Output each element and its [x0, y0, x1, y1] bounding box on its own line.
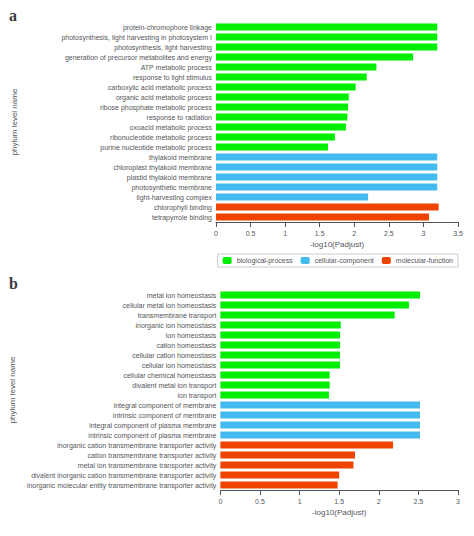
svg-text:plastid thylakoid membrane: plastid thylakoid membrane: [127, 174, 212, 182]
svg-text:2.5: 2.5: [414, 498, 424, 505]
svg-text:ribose phosphate metabolic pro: ribose phosphate metabolic process: [100, 104, 213, 112]
svg-text:2: 2: [377, 498, 381, 505]
svg-text:inorganic ion homeostasis: inorganic ion homeostasis: [135, 322, 216, 330]
svg-text:1: 1: [298, 498, 302, 505]
svg-text:chloroplast thylakoid membrane: chloroplast thylakoid membrane: [113, 164, 212, 172]
svg-text:phylum level name: phylum level name: [8, 356, 17, 423]
svg-text:response to light stimulus: response to light stimulus: [133, 74, 212, 82]
svg-text:1.5: 1.5: [315, 230, 325, 237]
svg-text:-log10(Padjust): -log10(Padjust): [312, 508, 367, 517]
svg-text:cellular chemical homeostasis: cellular chemical homeostasis: [123, 372, 216, 379]
svg-text:cation transmembrane transport: cation transmembrane transporter activit…: [88, 452, 217, 460]
svg-text:ribonucleotide metabolic proce: ribonucleotide metabolic process: [110, 134, 212, 142]
svg-text:phylum level name: phylum level name: [10, 88, 19, 155]
svg-text:2.5: 2.5: [384, 230, 394, 237]
svg-text:chlorophyll binding: chlorophyll binding: [154, 204, 212, 212]
svg-text:ATP metabolic process: ATP metabolic process: [141, 64, 213, 72]
svg-text:intrinsic component of membran: intrinsic component of membrane: [113, 412, 217, 420]
svg-text:1: 1: [283, 230, 287, 237]
svg-text:0.5: 0.5: [255, 498, 265, 505]
svg-text:ion transport: ion transport: [177, 392, 216, 400]
svg-text:organic acid metabolic process: organic acid metabolic process: [116, 94, 213, 102]
svg-text:cellular cation homeostasis: cellular cation homeostasis: [132, 352, 217, 359]
svg-text:light-harvesting complex: light-harvesting complex: [137, 194, 213, 202]
svg-text:generation of precursor metabo: generation of precursor metabolites and …: [65, 54, 213, 62]
svg-text:cation homeostasis: cation homeostasis: [156, 342, 216, 349]
svg-text:integral component of membrane: integral component of membrane: [114, 402, 217, 410]
svg-text:intrinsic component of plasma: intrinsic component of plasma membrane: [88, 432, 216, 440]
svg-text:photosynthesis, light harvesti: photosynthesis, light harvesting: [114, 44, 212, 52]
svg-text:photosynthetic membrane: photosynthetic membrane: [131, 184, 212, 192]
svg-text:divalent metal ion transport: divalent metal ion transport: [132, 382, 216, 390]
svg-text:metal ion transmembrane transp: metal ion transmembrane transporter acti…: [78, 462, 217, 470]
svg-text:photosynthesis, light harvesti: photosynthesis, light harvesting in phot…: [61, 34, 212, 42]
svg-text:ion homeostasis: ion homeostasis: [166, 332, 217, 339]
svg-text:0: 0: [214, 230, 218, 237]
svg-text:biological-process: biological-process: [237, 257, 294, 265]
svg-text:3: 3: [456, 498, 460, 505]
svg-text:transmembrane transport: transmembrane transport: [138, 312, 217, 320]
svg-text:protein-chromophore linkage: protein-chromophore linkage: [123, 24, 212, 32]
svg-text:integral component of plasma m: integral component of plasma membrane: [89, 422, 216, 430]
svg-text:purine nucleotide metabolic pr: purine nucleotide metabolic process: [100, 144, 212, 152]
svg-text:-log10(Padjust): -log10(Padjust): [310, 240, 365, 249]
svg-text:molecular-function: molecular-function: [396, 257, 453, 264]
svg-text:inorganic cation transmembrane: inorganic cation transmembrane transport…: [57, 442, 217, 450]
svg-text:3: 3: [421, 230, 425, 237]
svg-text:cellular ion homeostasis: cellular ion homeostasis: [142, 362, 217, 369]
svg-text:a: a: [9, 7, 17, 24]
svg-text:1.5: 1.5: [334, 498, 344, 505]
svg-text:b: b: [9, 275, 18, 292]
svg-text:tetrapyrrole binding: tetrapyrrole binding: [152, 214, 212, 222]
svg-text:cellular metal ion homeostasis: cellular metal ion homeostasis: [123, 302, 217, 309]
svg-text:0: 0: [218, 498, 222, 505]
svg-text:response to radiation: response to radiation: [147, 114, 212, 122]
svg-text:thylakoid membrane: thylakoid membrane: [149, 154, 212, 162]
svg-text:metal ion homeostasis: metal ion homeostasis: [147, 292, 217, 299]
svg-text:0.5: 0.5: [246, 230, 256, 237]
svg-text:divalent inorganic cation tran: divalent inorganic cation transmembrane …: [31, 472, 217, 480]
svg-text:oxoacid metabolic process: oxoacid metabolic process: [130, 124, 213, 132]
svg-text:carboxylic acid metabolic proc: carboxylic acid metabolic process: [108, 84, 213, 92]
svg-text:cellular-component: cellular-component: [315, 257, 374, 265]
svg-text:3.5: 3.5: [453, 230, 463, 237]
svg-text:2: 2: [352, 230, 356, 237]
svg-text:inorganic molecular entity tra: inorganic molecular entity transmembrane…: [27, 482, 217, 490]
